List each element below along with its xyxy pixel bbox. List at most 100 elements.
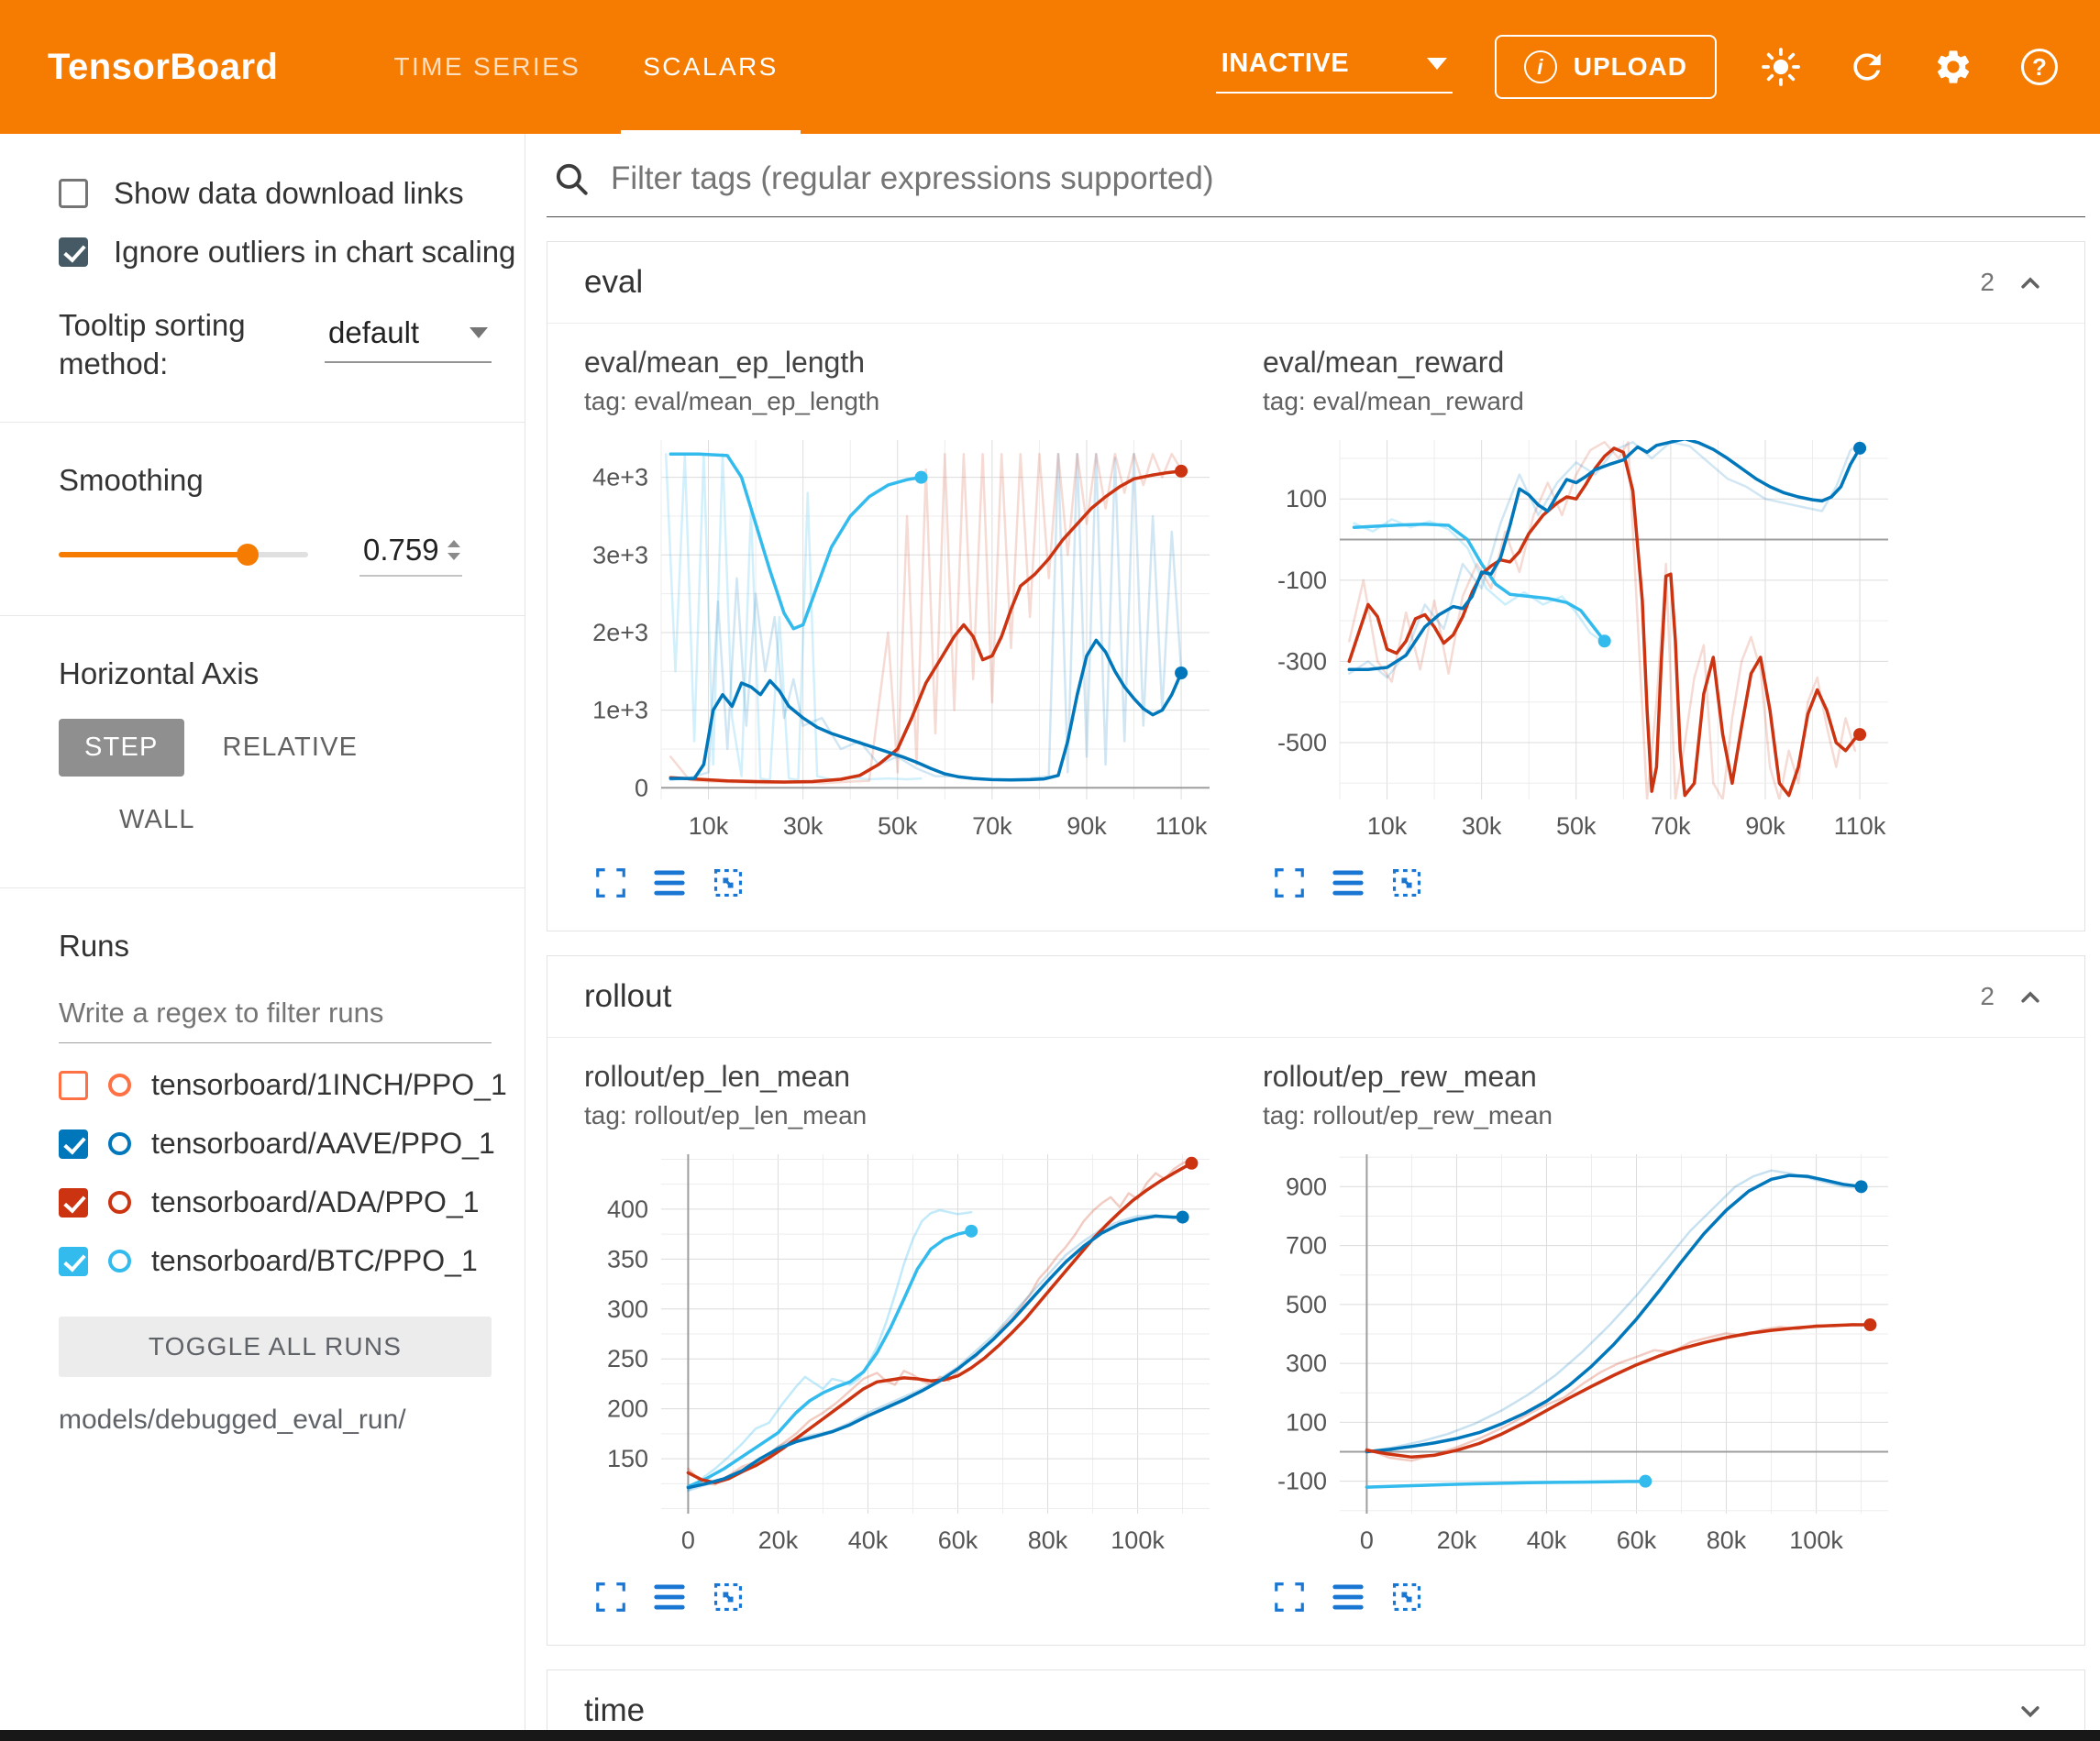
- show-download-links-label: Show data download links: [114, 176, 464, 210]
- run-row[interactable]: tensorboard/BTC/PPO_1: [59, 1244, 492, 1278]
- run-row[interactable]: tensorboard/ADA/PPO_1: [59, 1185, 492, 1219]
- expand-chart-icon[interactable]: [593, 865, 628, 905]
- chart-tag: tag: rollout/ep_rew_mean: [1263, 1101, 1553, 1129]
- chevron-up-icon[interactable]: [2013, 979, 2048, 1014]
- settings-icon[interactable]: [1931, 45, 1975, 89]
- section-title: eval: [584, 264, 644, 300]
- filter-tags-input[interactable]: [611, 160, 2085, 197]
- section-rollout-body: rollout/ep_len_mean tag: rollout/ep_len_…: [547, 1037, 2084, 1645]
- refresh-icon[interactable]: [1845, 45, 1889, 89]
- tooltip-sorting-label: Tooltip sorting method:: [59, 308, 246, 381]
- help-icon[interactable]: ?: [2017, 45, 2061, 89]
- svg-text:10k: 10k: [1367, 812, 1408, 840]
- show-download-links-row[interactable]: Show data download links: [59, 176, 492, 211]
- section-count: 2: [1980, 982, 1995, 1010]
- ignore-outliers-row[interactable]: Ignore outliers in chart scaling: [59, 235, 515, 270]
- svg-text:150: 150: [607, 1445, 648, 1472]
- show-download-links-checkbox[interactable]: [59, 179, 88, 208]
- section-eval-header[interactable]: eval 2: [547, 242, 2084, 323]
- run-checkbox[interactable]: [59, 1187, 88, 1218]
- chart-plot[interactable]: 0 20k 40k 60k 80k 100k 150 200 250 300 350 400: [584, 1140, 1235, 1578]
- info-icon: i: [1523, 50, 1557, 83]
- log-scale-icon[interactable]: [652, 1580, 687, 1619]
- expand-chart-icon[interactable]: [1272, 1580, 1307, 1619]
- axis-step-button[interactable]: STEP: [59, 719, 184, 777]
- axis-relative-button[interactable]: RELATIVE: [222, 733, 359, 763]
- run-label: tensorboard/BTC/PPO_1: [151, 1244, 478, 1278]
- svg-text:2e+3: 2e+3: [592, 619, 648, 646]
- run-checkbox[interactable]: [59, 1246, 88, 1276]
- svg-text:60k: 60k: [1617, 1526, 1657, 1554]
- chart-plot[interactable]: 10k 30k 50k 70k 90k 110k 0 1e+3 2e+3 3e+3 4e+3: [584, 425, 1235, 864]
- chart-tag: tag: eval/mean_reward: [1263, 387, 1524, 415]
- horizontal-axis-buttons: STEP RELATIVE: [59, 719, 492, 777]
- svg-text:1e+3: 1e+3: [592, 697, 648, 724]
- ignore-outliers-label: Ignore outliers in chart scaling: [114, 235, 516, 269]
- smoothing-slider[interactable]: [59, 544, 308, 567]
- runs-filter-input[interactable]: [59, 989, 492, 1044]
- smoothing-value-input[interactable]: 0.759: [359, 533, 462, 578]
- expand-chart-icon[interactable]: [1272, 865, 1307, 905]
- tooltip-sorting-select[interactable]: default: [325, 312, 492, 363]
- fit-domain-icon[interactable]: [1389, 865, 1424, 905]
- smoothing-row: 0.759: [59, 533, 492, 578]
- svg-text:30k: 30k: [783, 812, 823, 840]
- log-scale-icon[interactable]: [652, 865, 687, 905]
- section-eval-body: eval/mean_ep_length tag: eval/mean_ep_le…: [547, 323, 2084, 931]
- chart-plot[interactable]: 10k 30k 50k 70k 90k 110k -500 -300 -100 100: [1263, 425, 1914, 864]
- svg-text:20k: 20k: [1437, 1526, 1477, 1554]
- axis-wall-button[interactable]: WALL: [119, 805, 195, 835]
- ignore-outliers-checkbox[interactable]: [59, 237, 88, 267]
- brightness-icon[interactable]: [1759, 45, 1803, 89]
- log-scale-icon[interactable]: [1331, 1580, 1365, 1619]
- svg-text:0: 0: [1360, 1526, 1374, 1554]
- chart-tag: tag: rollout/ep_len_mean: [584, 1101, 868, 1129]
- svg-text:100: 100: [1286, 485, 1327, 512]
- chart-toolbar: [1272, 865, 1914, 905]
- smoothing-slider-thumb[interactable]: [237, 544, 260, 567]
- svg-text:900: 900: [1286, 1173, 1327, 1200]
- tab-time-series[interactable]: TIME SERIES: [393, 52, 581, 81]
- section-title: time: [584, 1692, 646, 1728]
- section-eval: eval 2 eval/mean_ep_length tag: eval/mea…: [547, 241, 2085, 931]
- status-dropdown[interactable]: INACTIVE: [1215, 41, 1453, 94]
- svg-text:500: 500: [1286, 1291, 1327, 1318]
- tab-scalars[interactable]: SCALARS: [612, 0, 810, 134]
- upload-button[interactable]: i UPLOAD: [1494, 35, 1717, 99]
- svg-text:70k: 70k: [1651, 812, 1691, 840]
- window-bottom-bar: [0, 1730, 2100, 1741]
- app-title: TensorBoard: [48, 46, 279, 87]
- section-time: time: [547, 1669, 2085, 1730]
- chart-rollout-ep-len-mean: rollout/ep_len_mean tag: rollout/ep_len_…: [584, 1060, 1235, 1619]
- divider: [0, 887, 525, 889]
- fit-domain-icon[interactable]: [1389, 1580, 1424, 1619]
- svg-text:4e+3: 4e+3: [592, 464, 648, 491]
- section-rollout-header[interactable]: rollout 2: [547, 956, 2084, 1037]
- run-row[interactable]: tensorboard/1INCH/PPO_1: [59, 1068, 507, 1102]
- svg-text:3e+3: 3e+3: [592, 541, 648, 568]
- section-time-header[interactable]: time: [547, 1670, 2084, 1730]
- chart-eval-mean-reward: eval/mean_reward tag: eval/mean_reward 1…: [1263, 346, 1914, 905]
- smoothing-slider-fill: [59, 552, 249, 558]
- svg-text:20k: 20k: [758, 1526, 799, 1554]
- chevron-up-icon[interactable]: [2013, 265, 2048, 300]
- svg-text:-100: -100: [1277, 1468, 1327, 1495]
- expand-chart-icon[interactable]: [593, 1580, 628, 1619]
- run-checkbox[interactable]: [59, 1070, 88, 1100]
- toggle-all-runs-button[interactable]: TOGGLE ALL RUNS: [59, 1317, 492, 1378]
- horizontal-axis-label: Horizontal Axis: [59, 656, 260, 691]
- run-checkbox[interactable]: [59, 1129, 88, 1159]
- chart-plot[interactable]: 0 20k 40k 60k 80k 100k -100 100 300 500 700 900: [1263, 1140, 1914, 1578]
- run-row[interactable]: tensorboard/AAVE/PPO_1: [59, 1127, 495, 1161]
- chart-toolbar: [593, 865, 1235, 905]
- chevron-down-icon[interactable]: [2013, 1693, 2048, 1728]
- tooltip-sorting-value: default: [328, 315, 420, 349]
- spinner-icon[interactable]: [448, 540, 460, 561]
- fit-domain-icon[interactable]: [711, 865, 746, 905]
- log-scale-icon[interactable]: [1331, 865, 1365, 905]
- run-label: tensorboard/AAVE/PPO_1: [151, 1127, 495, 1161]
- svg-text:300: 300: [607, 1295, 648, 1323]
- fit-domain-icon[interactable]: [711, 1580, 746, 1619]
- status-label: INACTIVE: [1221, 48, 1350, 78]
- header-actions: INACTIVE i UPLOAD ?: [1215, 35, 2061, 99]
